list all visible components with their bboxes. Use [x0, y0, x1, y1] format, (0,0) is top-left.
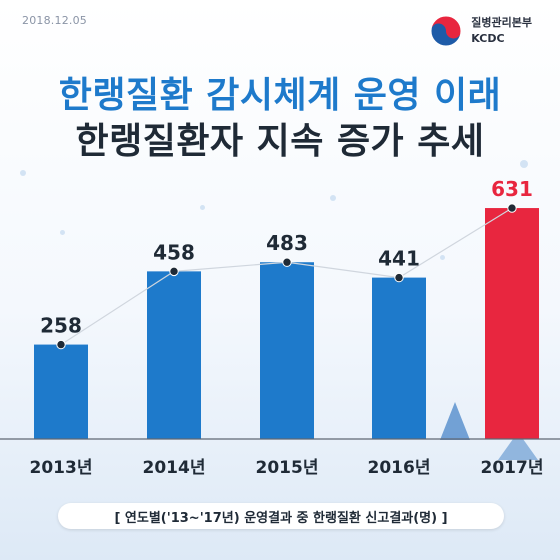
page-title-line1: 한랭질환 감시체계 운영 이래 — [58, 75, 502, 116]
snowflake — [20, 170, 26, 176]
bar — [485, 208, 539, 439]
x-tick-label: 2014년 — [143, 458, 206, 478]
data-point — [56, 339, 66, 350]
data-point — [394, 272, 404, 283]
page-title-line2: 한랭질환자 지속 증가 추세 — [75, 121, 485, 162]
org-name-en: KCDC — [471, 32, 505, 45]
snowflake — [520, 160, 528, 168]
tree-icon — [440, 402, 470, 440]
data-point — [507, 203, 517, 213]
data-label: 631 — [491, 177, 533, 201]
tree-icon — [498, 432, 538, 460]
x-tick-label: 2015년 — [256, 458, 319, 478]
bar — [34, 344, 88, 439]
snowflake — [330, 195, 336, 201]
bar — [147, 271, 201, 439]
bar — [260, 262, 314, 439]
data-point — [282, 257, 292, 267]
kcdc-logo: 질병관리본부 KCDC — [429, 14, 532, 48]
x-tick-label: 2016년 — [368, 458, 431, 478]
org-name-ko: 질병관리본부 — [471, 16, 532, 29]
data-label: 441 — [378, 247, 420, 271]
x-tick-label: 2013년 — [30, 458, 93, 478]
data-label: 458 — [153, 240, 195, 264]
date-label: 2018.12.05 — [22, 14, 87, 27]
chart-caption: [ 연도별('13~'17년) 운영결과 중 한랭질환 신고결과(명) ] — [58, 503, 504, 529]
data-label: 483 — [266, 231, 308, 255]
x-tick-label: 2017년 — [481, 458, 544, 478]
data-point — [169, 266, 179, 277]
data-label: 258 — [40, 314, 82, 338]
bar — [372, 277, 426, 439]
taegeuk-icon — [430, 15, 462, 47]
snowflake — [60, 230, 65, 235]
snowflake — [200, 205, 205, 210]
snowflake — [440, 255, 445, 260]
